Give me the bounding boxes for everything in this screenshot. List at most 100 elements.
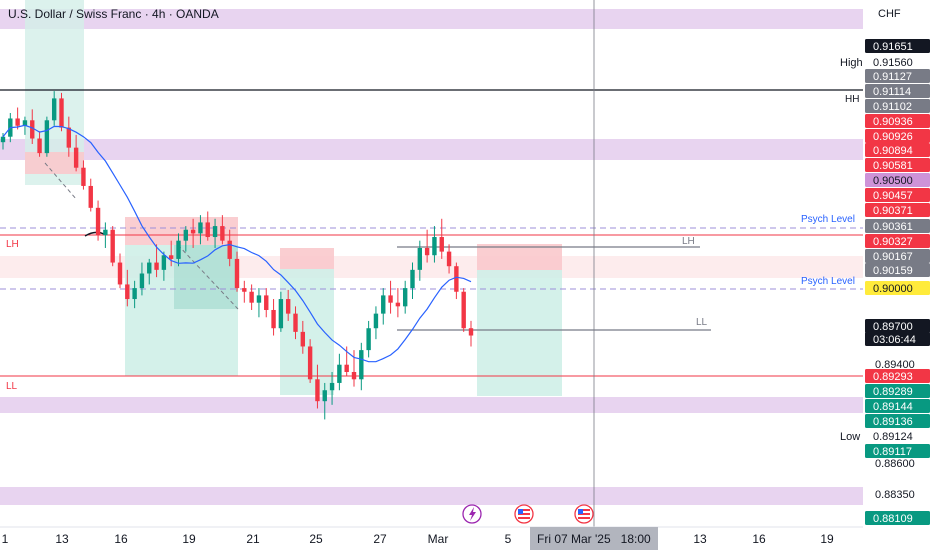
price-badge-text: 0.90936 xyxy=(873,116,913,128)
candle[interactable] xyxy=(424,229,430,263)
short-position-reward[interactable] xyxy=(477,270,562,396)
price-badge: 0.90000 xyxy=(865,281,930,295)
candle[interactable] xyxy=(110,226,115,267)
price-badge-text: 0.88109 xyxy=(873,513,913,525)
candle[interactable] xyxy=(220,215,225,245)
candle[interactable] xyxy=(329,372,335,405)
price-labels: 0.91651 0.91560 High 0.91127 0.91114 0.91102 0… xyxy=(835,39,930,525)
price-badge: 0.91127 xyxy=(865,69,930,83)
candle[interactable] xyxy=(227,229,232,267)
candle[interactable] xyxy=(322,382,327,420)
demand-zone[interactable] xyxy=(0,487,863,505)
short-position-risk[interactable] xyxy=(125,217,238,245)
candles[interactable] xyxy=(0,91,474,420)
candle[interactable] xyxy=(461,288,466,332)
candle[interactable] xyxy=(381,288,386,325)
candle[interactable] xyxy=(285,289,291,321)
price-badge-text: 0.91651 xyxy=(873,41,913,53)
candle[interactable] xyxy=(73,134,79,172)
candle[interactable] xyxy=(402,280,408,314)
candle[interactable] xyxy=(88,178,93,212)
candle[interactable] xyxy=(81,160,86,190)
short-position-risk[interactable] xyxy=(477,244,562,270)
candle[interactable] xyxy=(307,339,313,383)
trend-line[interactable] xyxy=(44,162,78,201)
candle[interactable] xyxy=(44,116,50,157)
extreme-label: Low xyxy=(840,431,860,443)
candle[interactable] xyxy=(168,240,174,267)
candle[interactable] xyxy=(234,251,240,292)
candle[interactable] xyxy=(205,211,210,241)
candle[interactable] xyxy=(351,350,357,387)
candle[interactable] xyxy=(417,240,423,281)
price-badge-text: 0.89293 xyxy=(873,371,913,383)
candle[interactable] xyxy=(154,244,159,278)
time-label: 16 xyxy=(752,532,766,546)
candle[interactable] xyxy=(66,116,72,157)
candle[interactable] xyxy=(264,288,269,318)
candle[interactable] xyxy=(183,226,189,252)
candle[interactable] xyxy=(446,244,452,274)
candle[interactable] xyxy=(249,284,254,310)
lightning-icon[interactable] xyxy=(462,504,482,524)
candle[interactable] xyxy=(117,253,123,289)
candle[interactable] xyxy=(15,107,20,130)
supply-zone[interactable] xyxy=(0,9,863,29)
candle[interactable] xyxy=(132,280,137,309)
candle[interactable] xyxy=(454,262,459,300)
candle[interactable] xyxy=(59,92,64,132)
currency-label[interactable]: CHF xyxy=(878,8,901,20)
candle[interactable] xyxy=(161,251,167,281)
short-position-risk[interactable] xyxy=(280,248,334,269)
candle[interactable] xyxy=(95,200,101,241)
candle[interactable] xyxy=(51,91,57,126)
candle[interactable] xyxy=(103,222,108,248)
candle[interactable] xyxy=(125,269,130,307)
price-badge-text: 0.90000 xyxy=(873,283,913,295)
candle[interactable] xyxy=(139,262,145,296)
short-position-risk[interactable] xyxy=(25,152,84,174)
moving-average-line[interactable] xyxy=(2,124,472,363)
candle[interactable] xyxy=(212,218,218,248)
time-label: 19 xyxy=(820,532,834,546)
price-badge-text: 0.90581 xyxy=(873,160,913,172)
candle[interactable] xyxy=(388,280,393,314)
candle[interactable] xyxy=(256,288,262,318)
candle[interactable] xyxy=(37,131,42,157)
candle[interactable] xyxy=(315,364,320,409)
symbol-title[interactable]: U.S. Dollar / Swiss Franc · 4h · OANDA xyxy=(8,7,219,21)
price-badge: 0.89144 xyxy=(865,399,930,413)
candle[interactable] xyxy=(439,218,444,259)
supply-zone[interactable] xyxy=(0,139,863,160)
trend-line[interactable] xyxy=(177,244,239,310)
candle[interactable] xyxy=(278,291,284,332)
time-label: 13 xyxy=(55,532,69,546)
candle[interactable] xyxy=(432,226,437,263)
candle[interactable] xyxy=(373,306,379,340)
demand-zone[interactable] xyxy=(0,397,863,413)
candle[interactable] xyxy=(337,353,342,391)
candle[interactable] xyxy=(410,262,415,300)
candle[interactable] xyxy=(176,233,181,267)
time-labels: 1 13 16 19 21 25 27 Mar 5 13 16 19 xyxy=(2,532,834,546)
candle[interactable] xyxy=(271,299,276,336)
us-flag-icon[interactable] xyxy=(514,504,534,524)
candle[interactable] xyxy=(147,258,152,285)
price-badge: 0.90894 xyxy=(865,143,930,157)
candle[interactable] xyxy=(198,215,203,245)
swing-arc[interactable] xyxy=(84,231,105,237)
price-badge: 0.89136 xyxy=(865,414,930,428)
candle[interactable] xyxy=(300,320,306,354)
price-badge-text: 0.91114 xyxy=(873,86,911,98)
candle[interactable] xyxy=(30,109,35,144)
us-flag-icon[interactable] xyxy=(574,504,594,524)
candle[interactable] xyxy=(242,280,247,303)
candle[interactable] xyxy=(190,218,196,248)
candle[interactable] xyxy=(395,288,401,318)
candle[interactable] xyxy=(293,306,298,340)
candle[interactable] xyxy=(366,320,371,358)
candle[interactable] xyxy=(359,342,364,391)
candle[interactable] xyxy=(468,320,474,347)
